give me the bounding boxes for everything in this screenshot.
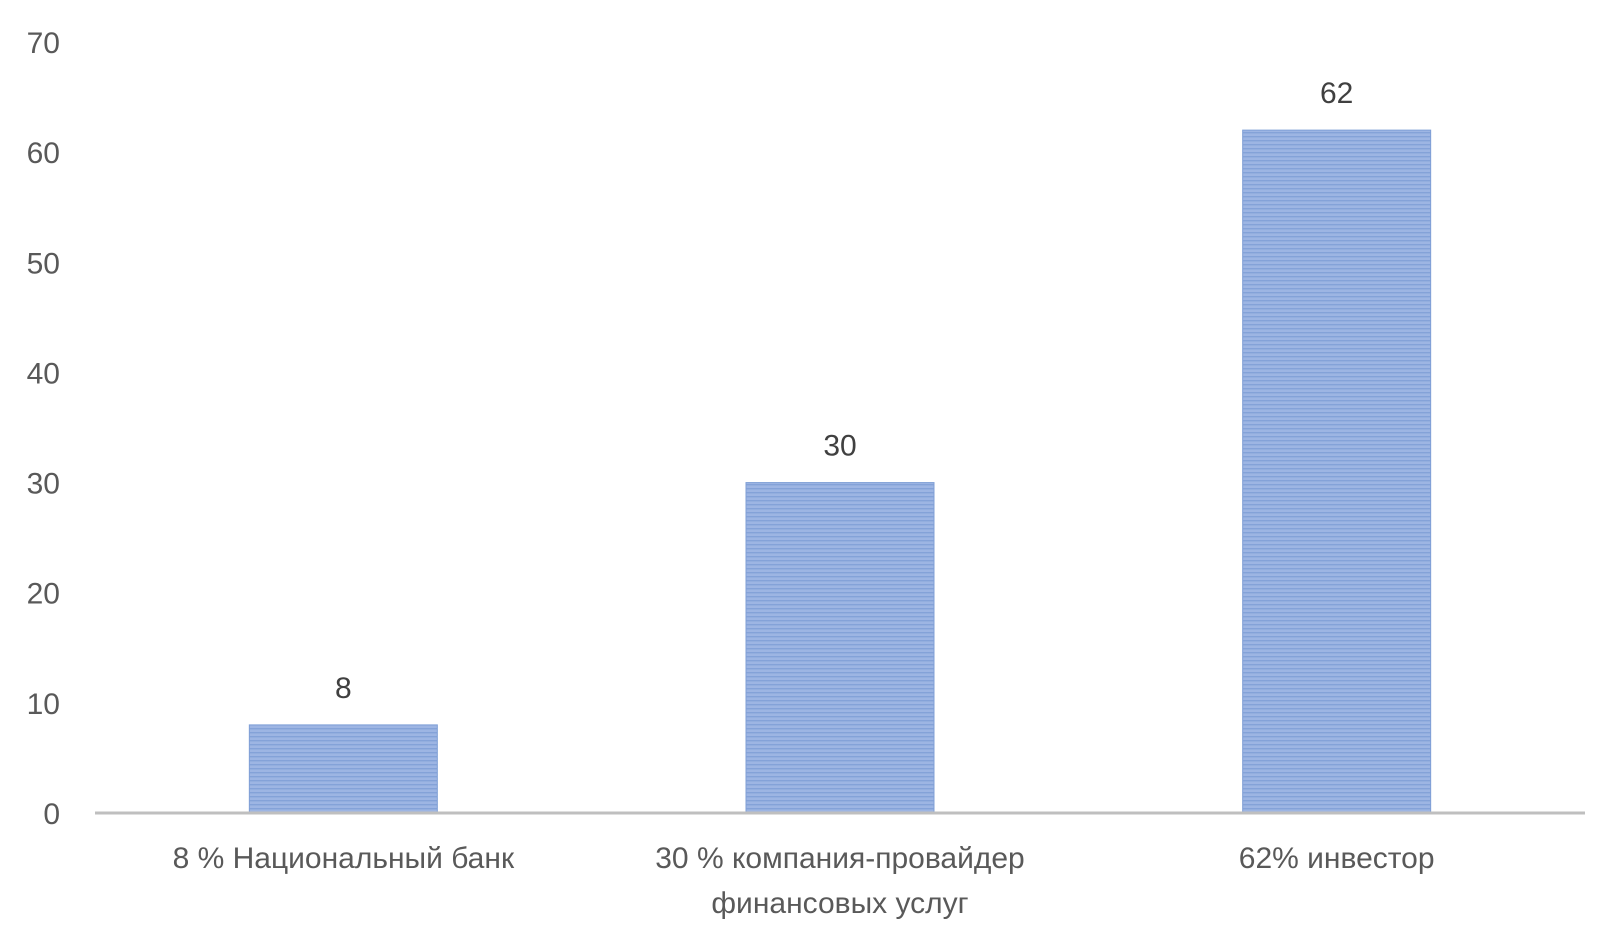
data-label: 62 bbox=[1320, 77, 1353, 110]
category-label: 62% инвестор bbox=[1239, 842, 1435, 875]
y-tick-label: 20 bbox=[27, 578, 60, 611]
y-tick-label: 40 bbox=[27, 357, 60, 390]
y-tick-label: 70 bbox=[27, 27, 60, 60]
y-tick-label: 10 bbox=[27, 688, 60, 721]
data-labels: 8 30 62 bbox=[335, 77, 1353, 705]
bar bbox=[1242, 129, 1432, 814]
y-tick-label: 0 bbox=[43, 798, 60, 831]
y-tick-label: 30 bbox=[27, 468, 60, 501]
data-label: 30 bbox=[823, 430, 856, 463]
bars bbox=[248, 129, 1432, 814]
y-axis: 0 10 20 30 40 50 60 70 bbox=[27, 27, 60, 831]
bar bbox=[248, 724, 438, 814]
x-axis: 8 % Национальный банк 30 % компания-прова… bbox=[173, 842, 1435, 920]
bar bbox=[745, 482, 935, 814]
y-tick-label: 50 bbox=[27, 247, 60, 280]
category-label: 8 % Национальный банк bbox=[173, 842, 515, 875]
y-tick-label: 60 bbox=[27, 137, 60, 170]
data-label: 8 bbox=[335, 672, 352, 705]
category-label: финансовых услуг bbox=[711, 887, 968, 920]
category-label: 30 % компания-провайдер bbox=[655, 842, 1025, 875]
